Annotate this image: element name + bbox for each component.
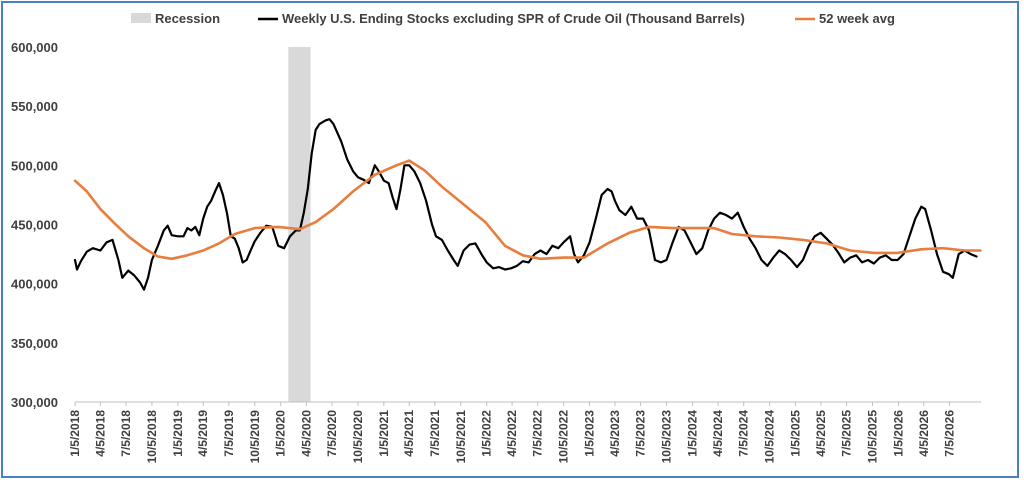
x-tick-label: 4/5/2026 [917, 410, 931, 457]
series-layer [73, 118, 982, 291]
y-tick-label: 500,000 [11, 158, 58, 173]
x-tick-label: 7/5/2023 [634, 410, 648, 457]
series-line-52-week-avg [73, 159, 982, 261]
x-tick-label: 10/5/2018 [145, 410, 159, 464]
x-tick-label: 1/5/2018 [68, 410, 82, 457]
x-tick-label: 10/5/2023 [660, 410, 674, 464]
y-tick-label: 600,000 [11, 40, 58, 55]
legend-label-recession: Recession [155, 11, 220, 26]
x-tick-label: 4/5/2024 [711, 410, 725, 457]
x-tick-label: 1/5/2019 [171, 410, 185, 457]
y-tick-label: 550,000 [11, 99, 58, 114]
x-tick-label: 4/5/2022 [505, 410, 519, 457]
x-tick-label: 7/5/2026 [942, 410, 956, 457]
recession-layer [288, 47, 311, 402]
x-tick-label: 1/5/2021 [377, 410, 391, 457]
recession-band [288, 47, 311, 402]
x-tick-label: 10/5/2020 [351, 410, 365, 464]
x-axis: 1/5/2018 4/5/2018 7/5/2018 10/5/2018 1/5/201… [68, 401, 981, 464]
x-tick-label: 1/5/2024 [685, 410, 699, 457]
x-tick-label: 4/5/2021 [402, 410, 416, 457]
x-tick-label: 4/5/2025 [814, 410, 828, 457]
x-tick-label: 4/5/2019 [196, 410, 210, 457]
x-tick-label: 10/5/2021 [454, 410, 468, 464]
x-tick-label: 7/5/2025 [840, 410, 854, 457]
legend: Recession Weekly U.S. Ending Stocks excl… [131, 11, 895, 26]
x-tick-label: 10/5/2024 [763, 410, 777, 464]
x-tick-label: 1/5/2022 [480, 410, 494, 457]
x-tick-label: 7/5/2022 [531, 410, 545, 457]
x-tick-label: 1/5/2023 [583, 410, 597, 457]
x-tick-label: 7/5/2020 [325, 410, 339, 457]
x-tick-label: 10/5/2022 [557, 410, 571, 464]
x-tick-label: 1/5/2025 [789, 410, 803, 457]
x-tick-label: 1/5/2020 [274, 410, 288, 457]
x-tick-label: 10/5/2019 [248, 410, 262, 464]
legend-label-stocks: Weekly U.S. Ending Stocks excluding SPR … [282, 11, 745, 26]
x-tick-label: 7/5/2024 [737, 410, 751, 457]
x-tick-label: 10/5/2025 [866, 410, 880, 464]
legend-swatch-recession [131, 13, 151, 23]
x-tick-label: 1/5/2026 [891, 410, 905, 457]
x-tick-label: 7/5/2018 [119, 410, 133, 457]
y-tick-label: 350,000 [11, 336, 58, 351]
series-line-weekly-stocks [73, 118, 978, 291]
x-tick-label: 7/5/2019 [222, 410, 236, 457]
y-tick-label: 300,000 [11, 395, 58, 410]
y-axis: 300,000 350,000 400,000 450,000 500,000 550,0… [11, 40, 58, 410]
y-tick-label: 450,000 [11, 218, 58, 233]
x-tick-label: 4/5/2023 [608, 410, 622, 457]
x-tick-label: 4/5/2018 [93, 410, 107, 457]
y-tick-label: 400,000 [11, 277, 58, 292]
legend-label-avg: 52 week avg [819, 11, 895, 26]
x-tick-label: 4/5/2020 [299, 410, 313, 457]
line-chart: Recession Weekly U.S. Ending Stocks excl… [11, 11, 982, 464]
x-tick-label: 7/5/2021 [428, 410, 442, 457]
